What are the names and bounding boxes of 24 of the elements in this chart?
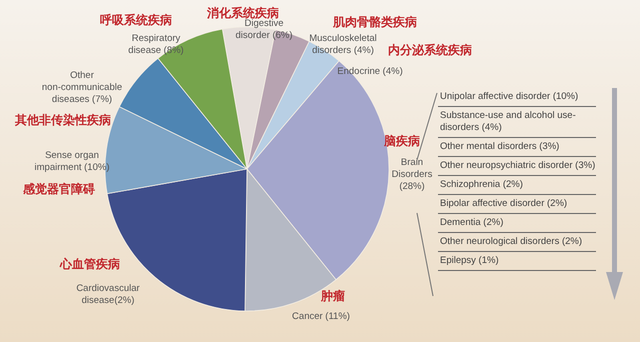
text: Schizophrenia (2%) (438, 176, 596, 195)
text: Bipolar affective disorder (2%) (438, 195, 596, 214)
text: Other mental disorders (3%) (438, 138, 596, 157)
text: 呼吸系统疾病 (100, 13, 172, 27)
slice-label: Cancer (11%) (292, 311, 350, 322)
text: Epilepsy (1%) (438, 252, 596, 271)
text: Unipolar affective disorder (10%) (438, 88, 596, 107)
text: 内分泌系统疾病 (388, 43, 472, 57)
text: 其他非传染性疾病 (14, 113, 111, 127)
slice-label: Brain Disorders (28%) (392, 157, 433, 192)
text: Other neurological disorders (2%) (438, 233, 596, 252)
text: 脑疾病 (383, 134, 420, 148)
slice-label: Cardiovascular disease(2%) (76, 283, 140, 306)
text: Other neuropsychiatric disorder (3%) (438, 157, 596, 176)
text: 心血管疾病 (59, 257, 120, 271)
slice-label: Musculoskeletal disorders (4%) (309, 33, 377, 56)
text: 消化系统疾病 (206, 6, 279, 20)
text: Dementia (2%) (438, 214, 596, 233)
text: 感觉器官障碍 (22, 182, 95, 196)
text: 肿瘤 (320, 289, 345, 303)
slice-label: Other non-communicable diseases (7%) (42, 70, 122, 105)
slice-label: Endocrine (4%) (337, 66, 403, 77)
text: 肌肉骨骼类疾病 (332, 15, 417, 29)
text: Substance-use and alcohol use-disorders (4%) (438, 107, 596, 138)
